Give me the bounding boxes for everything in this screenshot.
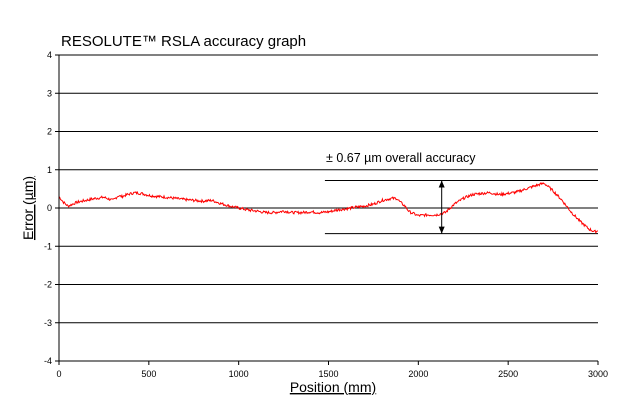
x-tick-label: 2000 (408, 369, 428, 379)
y-tick-label: 4 (47, 50, 52, 60)
accuracy-annotation-label: ± 0.67 µm overall accuracy (326, 151, 476, 165)
accuracy-arrow-head-bottom (438, 226, 445, 234)
y-tick-label: 1 (47, 165, 52, 175)
x-tick-label: 1500 (318, 369, 338, 379)
y-tick-label: 3 (47, 88, 52, 98)
y-tick-label: 0 (47, 203, 52, 213)
annotation: ± 0.67 µm overall accuracy (326, 151, 476, 234)
reference-lines (324, 179, 598, 235)
y-tick-label: -1 (44, 241, 52, 251)
axes (55, 54, 599, 365)
y-tick-label: -2 (44, 280, 52, 290)
y-tick-label: -3 (44, 318, 52, 328)
y-tick-label: 2 (47, 127, 52, 137)
series-layer (58, 181, 598, 234)
error-series-line (58, 181, 598, 234)
x-tick-label: 500 (141, 369, 156, 379)
chart-title: RESOLUTE™ RSLA accuracy graph (61, 33, 306, 50)
x-axis-label: Position (mm) (290, 379, 376, 395)
x-tick-label: 1000 (229, 369, 249, 379)
tick-labels: -4 -3 -2 -1 0 1 2 3 4 0 500 1000 1500 2000 2500 3000 (44, 50, 608, 379)
y-axis-label: Error (µm) (20, 176, 36, 240)
x-tick-label: 3000 (588, 369, 608, 379)
grid-lines (59, 54, 598, 324)
x-tick-label: 0 (56, 369, 61, 379)
x-tick-label: 2500 (498, 369, 518, 379)
accuracy-arrow-head-top (438, 180, 445, 188)
y-tick-label: -4 (44, 356, 52, 366)
